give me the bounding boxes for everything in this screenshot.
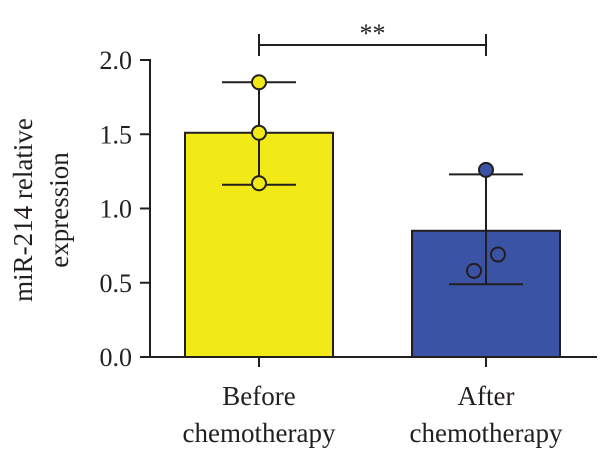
- y-tick-label: 0.0: [100, 343, 133, 372]
- y-tick-label: 1.5: [100, 120, 133, 149]
- data-point: [251, 124, 267, 141]
- bars: [184, 131, 561, 358]
- data-point: [490, 246, 506, 263]
- data-point: [251, 74, 267, 91]
- y-axis-title-line: expression: [44, 152, 74, 268]
- y-tick-label: 0.5: [100, 269, 133, 298]
- data-points: [251, 74, 506, 279]
- y-tick-label: 1.0: [100, 195, 133, 224]
- y-axis-title: miR-214 relative expression: [8, 118, 74, 302]
- x-category-labels: Before chemotherapy After chemotherapy: [183, 381, 563, 448]
- data-point: [466, 262, 482, 279]
- significance-bracket: **: [258, 19, 487, 56]
- x-category-label-line: chemotherapy: [410, 418, 563, 448]
- x-category-label: After chemotherapy: [410, 381, 563, 448]
- y-ticks: 0.0 0.5 1.0 1.5 2.0: [100, 46, 150, 372]
- x-category-label-line: Before: [222, 381, 295, 411]
- x-category-label-line: chemotherapy: [183, 418, 336, 448]
- x-category-label-line: After: [458, 381, 515, 411]
- y-tick-label: 2.0: [100, 46, 133, 75]
- x-category-label: Before chemotherapy: [183, 381, 336, 448]
- data-point: [251, 175, 267, 192]
- data-point: [478, 161, 494, 178]
- significance-label: **: [360, 19, 386, 48]
- y-axis-title-line: miR-214 relative: [8, 118, 38, 302]
